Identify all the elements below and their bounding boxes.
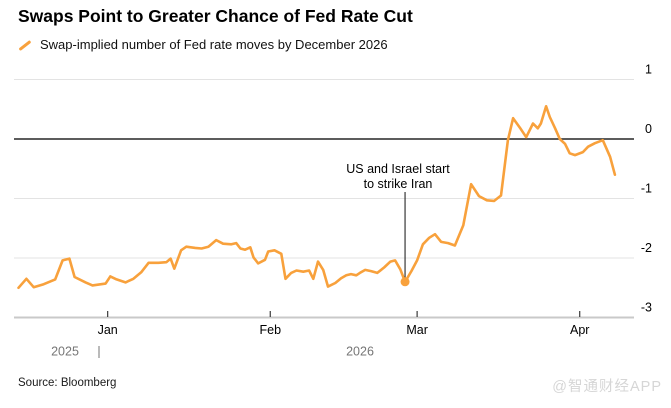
x-axis-year-label: 2025 <box>51 345 79 359</box>
annotation-text-line1: US and Israel start <box>346 162 450 176</box>
year-divider: | <box>97 345 100 359</box>
source-note: Source: Bloomberg <box>18 377 117 389</box>
y-axis-tick-label: 1 <box>645 63 652 77</box>
legend-label: Swap-implied number of Fed rate moves by… <box>40 37 388 52</box>
annotation-text-line2: to strike Iran <box>364 177 433 191</box>
annotation-dot <box>400 277 410 287</box>
y-axis-tick-label: -1 <box>641 182 652 196</box>
x-axis-year-label: 2026 <box>346 345 374 359</box>
x-axis-month-label: Feb <box>259 323 281 337</box>
chart-title: Swaps Point to Greater Chance of Fed Rat… <box>18 6 413 26</box>
x-axis-month-label: Mar <box>406 323 428 337</box>
y-axis-tick-label: -3 <box>641 301 652 315</box>
swap-implied-line-series <box>17 105 617 290</box>
y-axis-tick-label: 0 <box>645 122 652 136</box>
watermark: @智通财经APP <box>552 379 662 395</box>
x-axis-month-label: Apr <box>570 323 589 337</box>
y-axis-tick-label: -2 <box>641 241 652 255</box>
x-axis-month-label: Jan <box>98 323 118 337</box>
